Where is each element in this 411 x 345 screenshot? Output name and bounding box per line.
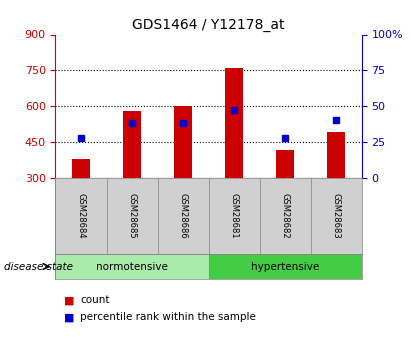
Text: hypertensive: hypertensive	[251, 262, 319, 272]
Text: disease state: disease state	[4, 262, 73, 272]
Text: GSM28681: GSM28681	[230, 193, 239, 238]
Bar	[55, 254, 209, 279]
Text: GSM28685: GSM28685	[127, 193, 136, 238]
Text: GSM28682: GSM28682	[281, 193, 290, 238]
Text: normotensive: normotensive	[96, 262, 168, 272]
Bar	[72, 159, 90, 178]
Text: count: count	[80, 295, 110, 305]
Bar	[174, 106, 192, 178]
Text: ■: ■	[64, 313, 74, 322]
Text: percentile rank within the sample: percentile rank within the sample	[80, 313, 256, 322]
Text: GSM28686: GSM28686	[178, 193, 187, 238]
Bar	[327, 132, 345, 178]
Title: GDS1464 / Y12178_at: GDS1464 / Y12178_at	[132, 18, 285, 32]
Text: GSM28683: GSM28683	[332, 193, 341, 238]
Bar	[225, 68, 243, 178]
Bar	[276, 150, 294, 178]
Text: GSM28684: GSM28684	[76, 193, 85, 238]
Text: ■: ■	[64, 295, 74, 305]
Bar	[123, 111, 141, 178]
Bar	[209, 254, 362, 279]
